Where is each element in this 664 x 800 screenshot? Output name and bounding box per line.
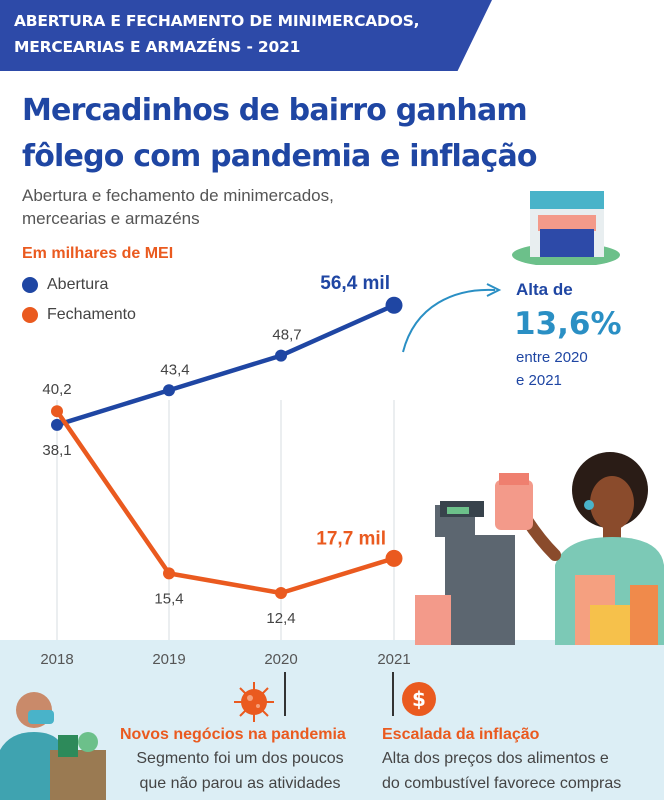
x-tick-2020: 2020 [264, 651, 297, 668]
callout-line-1: entre 2020 [516, 349, 588, 366]
x-tick-2021: 2021 [377, 651, 410, 668]
point-fechamento-2020 [275, 587, 287, 599]
data-label-abertura-2020: 48,7 [272, 327, 301, 344]
series-line-abertura [56, 303, 395, 428]
point-abertura-2018 [51, 418, 63, 431]
store-icon [512, 191, 620, 265]
card-1-title: Novos negócios na pandemia [120, 726, 346, 743]
data-label-fechamento-2018: 40,2 [42, 381, 71, 398]
svg-text:$: $ [412, 687, 426, 711]
divider-2 [392, 672, 394, 716]
legend-marker-abertura [22, 277, 38, 293]
chart-subtitle: Abertura e fechamento de minimercados, m… [22, 184, 334, 230]
series-line-fechamento [55, 409, 395, 596]
card-2-line-2: do combustível favorece compras [382, 775, 622, 792]
card-2-line-1: Alta dos preços dos alimentos e [382, 750, 609, 767]
divider-1 [284, 672, 286, 716]
data-label-fechamento-2019: 15,4 [154, 590, 183, 607]
headline-line-2: fôlego com pandemia e inflação [22, 139, 538, 174]
x-tick-2018: 2018 [40, 651, 73, 668]
data-label-abertura-2021: 56,4 mil [320, 273, 390, 294]
point-fechamento-2019 [163, 567, 175, 580]
card-1-line-1: Segmento foi um dos poucos [136, 750, 344, 767]
point-fechamento-2018 [51, 405, 63, 418]
legend-marker-fechamento [22, 307, 38, 323]
card-2-title: Escalada da inflação [382, 726, 540, 743]
point-abertura-2021 [385, 296, 403, 314]
data-label-fechamento-2020: 12,4 [266, 610, 295, 627]
point-fechamento-2021 [385, 549, 403, 567]
legend-item-abertura: Abertura [22, 276, 108, 294]
subtitle-line-1: Abertura e fechamento de minimercados, [22, 186, 334, 205]
header-banner [0, 0, 492, 71]
banner-line-2: MERCEARIAS E ARMAZÉNS - 2021 [14, 38, 301, 56]
bottom-panel [0, 640, 664, 800]
callout-subtext: entre 2020 e 2021 [516, 346, 626, 392]
dollar-icon: $ [402, 682, 436, 716]
delivery-illustration [0, 692, 106, 800]
legend-label-fechamento: Fechamento [47, 306, 136, 323]
virus-icon [234, 682, 274, 722]
data-label-fechamento-2021: 17,7 mil [316, 528, 386, 549]
callout-line-2: e 2021 [516, 372, 562, 389]
card-1-line-2: que não parou as atividades [139, 775, 341, 792]
unit-label: Em milhares de MEI [22, 245, 174, 262]
data-label-abertura-2018: 38,1 [42, 442, 71, 459]
card-2-text: Alta dos preços dos alimentos e do combu… [382, 746, 662, 796]
subtitle-line-2: mercearias e armazéns [22, 209, 200, 228]
page-title: Mercadinhos de bairro ganham fôlego com … [22, 88, 538, 180]
callout-value: 13,6% [514, 306, 622, 342]
card-1-text: Segmento foi um dos poucos que não parou… [120, 746, 360, 796]
x-tick-2019: 2019 [152, 651, 185, 668]
cashier-illustration [415, 452, 664, 645]
callout-arrow [402, 283, 502, 353]
data-label-abertura-2019: 43,4 [160, 361, 189, 378]
legend-item-fechamento: Fechamento [22, 306, 136, 324]
headline-line-1: Mercadinhos de bairro ganham [22, 93, 528, 128]
point-abertura-2020 [275, 349, 287, 362]
banner-line-1: ABERTURA E FECHAMENTO DE MINIMERCADOS, [14, 12, 420, 30]
legend-label-abertura: Abertura [47, 276, 109, 293]
banner-title: ABERTURA E FECHAMENTO DE MINIMERCADOS, M… [14, 8, 420, 60]
callout-head: Alta de [516, 280, 573, 299]
point-abertura-2019 [163, 384, 175, 397]
